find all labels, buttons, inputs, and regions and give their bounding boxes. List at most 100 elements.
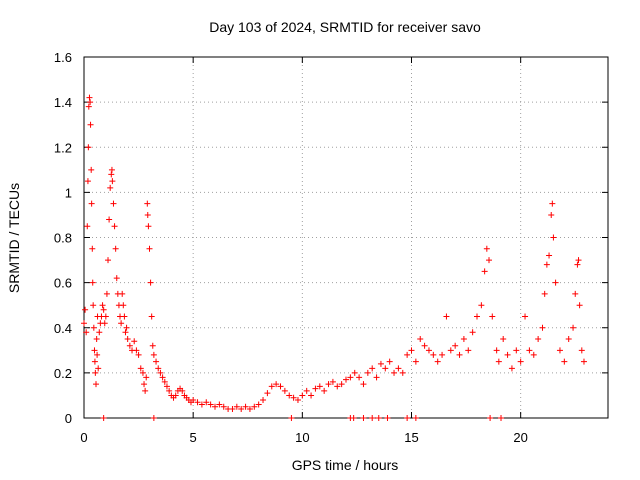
data-point <box>578 347 585 354</box>
data-point <box>229 405 236 412</box>
data-point <box>384 415 391 421</box>
data-point <box>111 223 118 230</box>
data-point <box>103 290 110 297</box>
data-point <box>99 302 106 309</box>
data-point <box>495 358 502 365</box>
data-point <box>356 374 363 381</box>
data-point <box>108 166 115 173</box>
x-tick-label: 20 <box>513 430 527 445</box>
data-point <box>498 415 505 421</box>
data-point <box>150 351 157 358</box>
data-point <box>343 376 349 383</box>
data-point <box>91 358 98 365</box>
data-point <box>325 381 332 388</box>
data-point <box>220 403 227 410</box>
data-point <box>535 336 542 343</box>
data-point <box>166 387 173 394</box>
data-point <box>517 358 524 365</box>
y-tick-label: 1.2 <box>54 140 72 155</box>
data-point <box>288 415 295 421</box>
data-point <box>89 279 96 286</box>
data-point <box>100 415 107 421</box>
data-point <box>395 365 402 372</box>
data-point <box>238 405 245 412</box>
axis-ticks: 0 0.2 0.4 0.6 0.8 1 1.2 1.4 1.6 0 5 10 15 20 <box>54 50 608 445</box>
data-point <box>478 302 485 309</box>
data-point <box>93 336 100 343</box>
data-point <box>102 313 109 320</box>
plot-area-border <box>83 56 609 419</box>
data-point <box>360 381 367 388</box>
data-point <box>546 252 553 259</box>
data-point <box>321 387 328 394</box>
data-point <box>107 184 114 191</box>
data-point <box>580 358 587 365</box>
data-point <box>347 374 354 381</box>
data-point <box>105 257 112 264</box>
x-tick-label: 10 <box>295 430 309 445</box>
data-point <box>329 378 336 385</box>
data-point <box>144 211 151 218</box>
data-point <box>526 347 533 354</box>
data-point <box>146 245 153 252</box>
data-point <box>452 342 459 349</box>
data-point <box>159 374 166 381</box>
data-point <box>493 347 500 354</box>
data-point <box>561 358 568 365</box>
data-point <box>137 365 144 372</box>
data-point <box>126 342 133 349</box>
data-point <box>364 369 371 376</box>
data-point <box>294 396 301 403</box>
data-point <box>90 302 97 309</box>
data-point <box>408 347 415 354</box>
y-tick-label: 0.2 <box>54 366 72 381</box>
data-point <box>141 381 148 388</box>
data-point <box>308 392 315 399</box>
data-point <box>548 211 555 218</box>
y-axis-label: SRMTID / TECUs <box>6 183 22 293</box>
data-point <box>133 347 140 354</box>
data-point <box>530 351 537 358</box>
data-point <box>124 336 131 343</box>
gridlines <box>84 57 608 418</box>
data-point <box>570 324 577 331</box>
data-point <box>106 216 113 223</box>
data-point <box>112 245 119 252</box>
data-point <box>150 415 157 421</box>
x-tick-label: 5 <box>190 430 197 445</box>
data-point <box>572 290 579 297</box>
data-point <box>369 365 376 372</box>
data-point <box>242 403 249 410</box>
data-point <box>290 394 297 401</box>
y-tick-label: 0 <box>65 411 72 426</box>
data-point <box>469 329 476 336</box>
data-point <box>574 261 581 268</box>
data-point <box>277 383 284 390</box>
data-point <box>109 178 116 185</box>
data-point <box>148 313 155 320</box>
data-point <box>190 396 197 403</box>
data-point <box>508 365 515 372</box>
data-point <box>425 347 432 354</box>
data-point <box>155 365 162 372</box>
data-point <box>404 415 411 421</box>
data-point <box>541 290 548 297</box>
data-point <box>135 351 142 358</box>
data-point <box>108 171 115 178</box>
data-point <box>264 390 271 397</box>
data-point <box>96 329 103 336</box>
y-tick-label: 0.8 <box>54 231 72 246</box>
data-point <box>255 401 262 408</box>
data-point <box>513 347 520 354</box>
y-tick-label: 1.4 <box>54 95 72 110</box>
data-point <box>382 365 389 372</box>
data-point <box>82 306 89 313</box>
data-point <box>273 381 280 388</box>
data-point <box>443 313 450 320</box>
data-point <box>198 401 205 408</box>
data-point <box>85 144 92 151</box>
data-point <box>489 313 496 320</box>
data-point <box>281 387 288 394</box>
data-point <box>386 358 393 365</box>
data-point <box>120 302 127 309</box>
